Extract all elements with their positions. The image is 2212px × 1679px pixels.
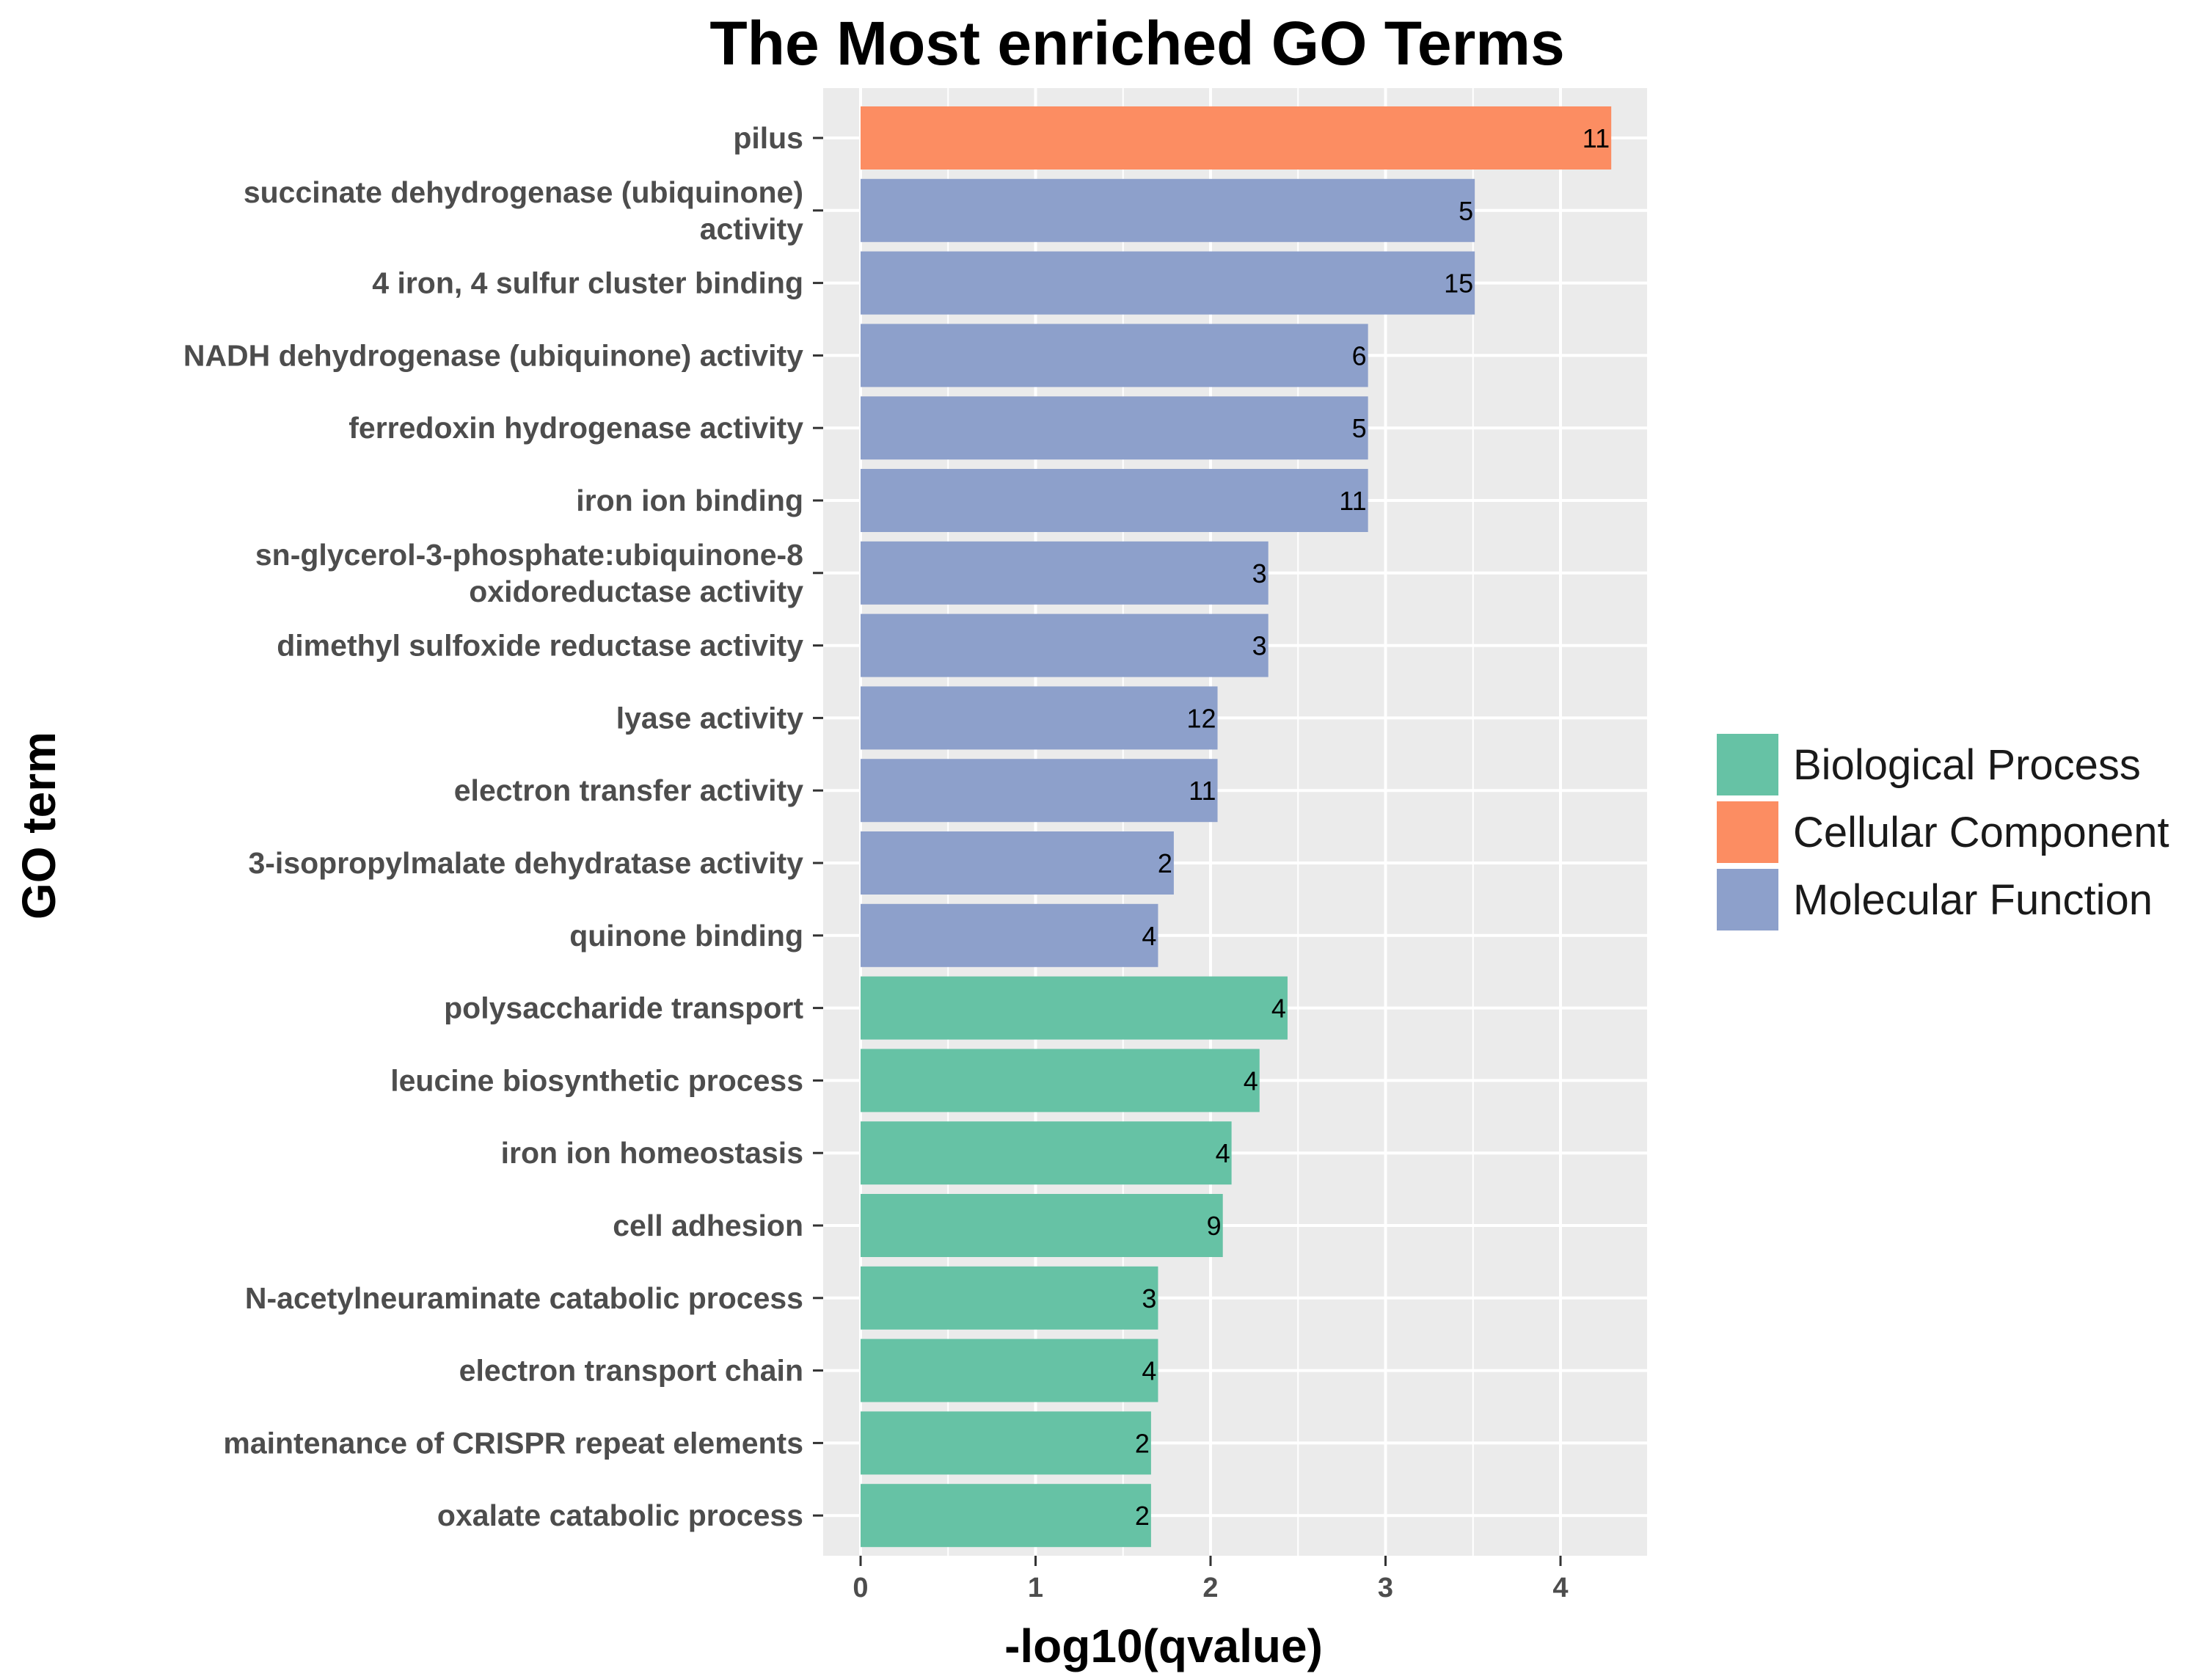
y-tick-label: oxidoreductase activity (469, 575, 803, 608)
y-tick-label: pilus (733, 121, 803, 155)
bar-count-label: 3 (1252, 558, 1267, 589)
bar-count-label: 11 (1339, 486, 1366, 516)
bar (861, 759, 1218, 823)
bar-count-label: 5 (1352, 413, 1367, 443)
bar (861, 251, 1475, 315)
bar-count-label: 9 (1207, 1211, 1222, 1241)
x-tick-label: 3 (1378, 1573, 1393, 1603)
legend-label: Molecular Function (1793, 876, 2153, 924)
y-tick-label: iron ion homeostasis (501, 1136, 803, 1170)
y-tick-label: succinate dehydrogenase (ubiquinone) (244, 175, 803, 209)
y-tick-label: 3-isopropylmalate dehydratase activity (248, 846, 803, 880)
bar-count-label: 2 (1158, 848, 1172, 878)
bar (861, 686, 1218, 750)
bar-count-label: 15 (1444, 269, 1473, 299)
bar-count-label: 2 (1135, 1428, 1150, 1458)
y-tick-label: leucine biosynthetic process (390, 1063, 803, 1097)
bar (861, 1049, 1260, 1112)
y-axis: pilus succinate dehydrogenase (ubiquinone… (183, 121, 823, 1532)
bar (861, 469, 1368, 532)
y-tick-label: sn-glycerol-3-phosphate:ubiquinone-8 (255, 538, 803, 572)
chart-title: The Most enriched GO Terms (709, 9, 1564, 78)
bar (861, 1339, 1158, 1402)
legend-swatch (1717, 801, 1778, 863)
bar (861, 1484, 1151, 1548)
bar-count-label: 4 (1142, 921, 1156, 951)
y-tick-label: N-acetylneuraminate catabolic process (245, 1281, 803, 1315)
y-tick-label: quinone binding (569, 919, 803, 953)
bars (861, 106, 1612, 1548)
bar (861, 1411, 1151, 1475)
bar-count-label: 6 (1352, 340, 1367, 371)
y-tick-label: cell adhesion (613, 1209, 803, 1242)
legend-swatch (1717, 869, 1778, 930)
bar (861, 178, 1475, 242)
y-tick-label: dimethyl sulfoxide reductase activity (277, 629, 803, 663)
bar (861, 396, 1368, 460)
bar-count-label: 11 (1583, 123, 1610, 153)
bar-count-label: 3 (1252, 631, 1267, 661)
x-tick-label: 2 (1202, 1573, 1218, 1603)
bar (861, 541, 1269, 605)
legend-label: Cellular Component (1793, 809, 2169, 856)
bar (861, 1194, 1223, 1257)
y-tick-label: oxalate catabolic process (437, 1498, 803, 1532)
legend: Biological Process Cellular Component Mole… (1717, 734, 2169, 930)
x-tick-label: 4 (1552, 1573, 1568, 1603)
bar-count-label: 4 (1142, 1356, 1156, 1386)
y-tick-label: maintenance of CRISPR repeat elements (223, 1426, 803, 1460)
x-axis: 0 1 2 3 4 (853, 1556, 1569, 1603)
bar (861, 106, 1612, 170)
y-tick-label: polysaccharide transport (444, 991, 803, 1025)
bar-count-label: 12 (1186, 703, 1216, 733)
bar-count-label: 11 (1189, 776, 1216, 806)
bar-count-label: 4 (1216, 1138, 1230, 1168)
bar (861, 1266, 1158, 1330)
legend-label: Biological Process (1793, 741, 2141, 789)
bar (861, 903, 1158, 967)
bar (861, 324, 1368, 387)
bar (861, 613, 1269, 677)
bar (861, 976, 1288, 1040)
data-labels: 11 5 15 6 5 11 3 3 12 11 2 4 4 4 4 9 3 4 2 2 (1135, 123, 1610, 1531)
y-tick-label: 4 iron, 4 sulfur cluster binding (372, 266, 803, 300)
y-tick-label: iron ion binding (576, 484, 803, 517)
y-tick-label: activity (700, 212, 803, 246)
bar-count-label: 4 (1244, 1066, 1258, 1096)
x-tick-label: 0 (853, 1573, 868, 1603)
y-tick-label: lyase activity (616, 701, 803, 735)
bar-count-label: 4 (1271, 994, 1286, 1024)
bar-count-label: 5 (1459, 196, 1473, 226)
x-tick-label: 1 (1028, 1573, 1043, 1603)
x-axis-title: -log10(qvalue) (1004, 1620, 1323, 1672)
y-tick-label: ferredoxin hydrogenase activity (348, 411, 803, 445)
legend-swatch (1717, 734, 1778, 795)
bar-count-label: 3 (1142, 1283, 1156, 1314)
y-tick-label: electron transfer activity (454, 773, 803, 807)
y-tick-label: electron transport chain (459, 1354, 803, 1388)
bar-count-label: 2 (1135, 1501, 1150, 1531)
y-tick-label: NADH dehydrogenase (ubiquinone) activity (183, 338, 803, 372)
bar (861, 831, 1174, 895)
bar (861, 1121, 1232, 1185)
y-axis-title: GO term (12, 732, 65, 919)
